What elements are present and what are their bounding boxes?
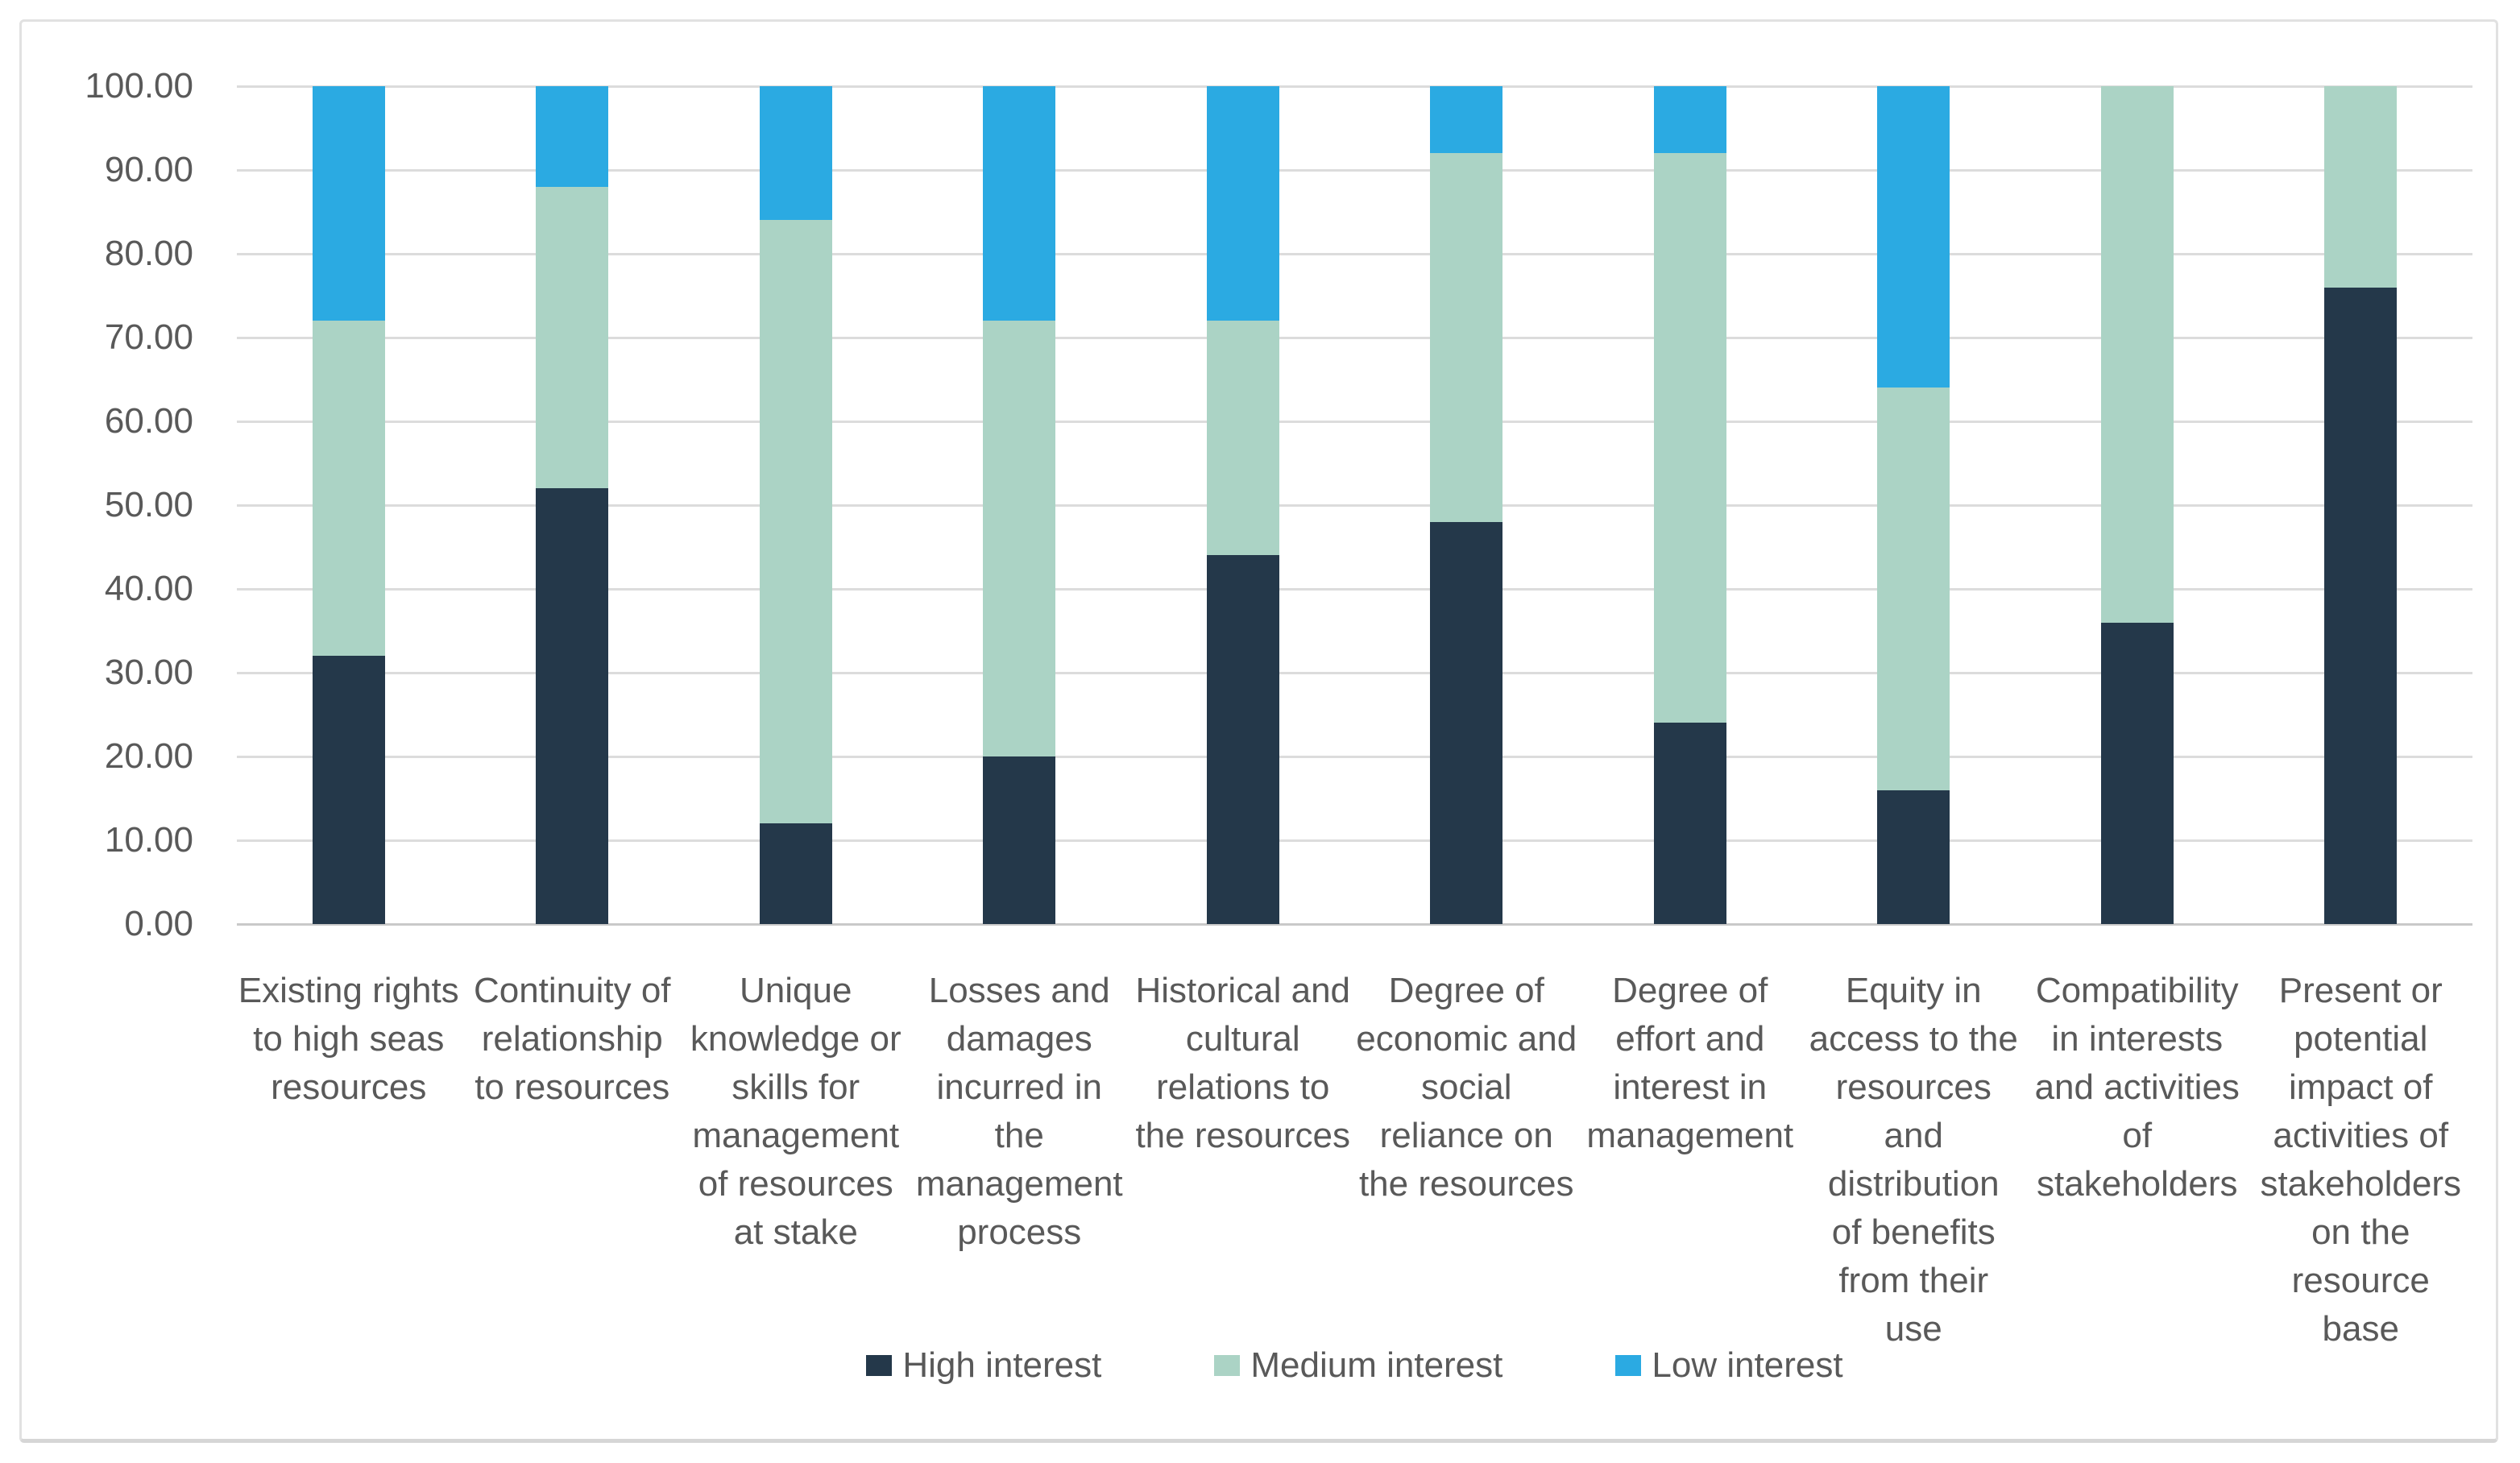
legend-swatch-icon <box>1214 1355 1241 1376</box>
bar-segment-medium-interest <box>2324 86 2398 288</box>
x-category-label: Historical and cultural relations to the… <box>1135 971 1351 1155</box>
x-category-label: Continuity of relationship to resources <box>473 971 671 1107</box>
stacked-bar <box>1206 86 1279 924</box>
y-tick-label: 30.00 <box>104 653 193 692</box>
bar-segment-medium-interest <box>1877 388 1950 790</box>
bar-column <box>2025 86 2249 924</box>
stacked-bar <box>759 86 832 924</box>
x-category-label: Degree of effort and interest in managem… <box>1586 971 1794 1155</box>
bar-segment-low-interest <box>1877 86 1950 388</box>
gridline <box>237 169 2472 172</box>
bars <box>237 86 2472 924</box>
gridline <box>237 421 2472 423</box>
y-tick-label: 0.00 <box>124 904 193 943</box>
bar-segment-medium-interest <box>2100 86 2174 623</box>
bar-segment-medium-interest <box>1206 321 1279 556</box>
x-category-label: Degree of economic and social reliance o… <box>1356 971 1577 1204</box>
y-tick-label: 10.00 <box>104 820 193 860</box>
stacked-bar <box>1877 86 1950 924</box>
bar-segment-high-interest <box>536 488 609 924</box>
bar-column <box>1578 86 1802 924</box>
y-tick-label: 60.00 <box>104 401 193 441</box>
stacked-bar <box>2100 86 2174 924</box>
stacked-bar <box>536 86 609 924</box>
bar-column <box>908 86 1132 924</box>
legend-item-medium-interest: Medium interest <box>1214 1345 1502 1386</box>
y-tick-label: 100.00 <box>85 66 193 106</box>
bar-segment-high-interest <box>1877 790 1950 924</box>
bar-segment-medium-interest <box>312 321 385 657</box>
bar-segment-low-interest <box>1206 86 1279 321</box>
x-category-label: Equity in access to the resources and di… <box>1809 971 2018 1349</box>
bar-segment-low-interest <box>759 86 832 221</box>
chart-frame: 100.00 90.00 80.00 70.00 60.00 50.00 40.00 30.0… <box>19 19 2498 1443</box>
y-tick-label: 80.00 <box>104 234 193 273</box>
x-category-label: Unique knowledge or skills for managemen… <box>690 971 901 1252</box>
gridline <box>237 337 2472 339</box>
bar-segment-medium-interest <box>983 321 1056 756</box>
bar-segment-high-interest <box>759 823 832 924</box>
x-axis: Existing rights to high seas resources Co… <box>237 967 2472 1353</box>
legend-item-high-interest: High interest <box>866 1345 1101 1386</box>
legend-label: Medium interest <box>1250 1345 1503 1385</box>
bar-segment-high-interest <box>312 656 385 924</box>
stacked-bar <box>1430 86 1503 924</box>
bar-column <box>1131 86 1355 924</box>
bar-segment-medium-interest <box>1430 153 1503 522</box>
y-tick-label: 50.00 <box>104 485 193 524</box>
plot-area <box>237 85 2472 926</box>
bar-segment-low-interest <box>983 86 1056 321</box>
bar-segment-high-interest <box>1430 521 1503 924</box>
gridline <box>237 504 2472 507</box>
stacked-bar <box>2324 86 2398 924</box>
bar-column <box>2249 86 2473 924</box>
x-axis-line <box>237 923 2472 926</box>
legend-swatch-icon <box>866 1355 893 1376</box>
bar-segment-low-interest <box>1430 86 1503 154</box>
legend-swatch-icon <box>1615 1355 1642 1376</box>
bar-segment-high-interest <box>1206 555 1279 924</box>
bar-segment-medium-interest <box>1653 153 1726 723</box>
legend-label: High interest <box>902 1345 1102 1385</box>
bar-segment-high-interest <box>2324 287 2398 924</box>
bar-column <box>237 86 461 924</box>
y-tick-label: 20.00 <box>104 736 193 776</box>
y-tick-label: 70.00 <box>104 317 193 357</box>
x-category-label: Losses and damages incurred in the manag… <box>915 971 1123 1252</box>
legend-label: Low interest <box>1652 1345 1843 1385</box>
bar-segment-low-interest <box>1653 86 1726 154</box>
bar-segment-low-interest <box>312 86 385 321</box>
bar-column <box>461 86 685 924</box>
gridline <box>237 253 2472 255</box>
x-category-label: Present or potential impact of activitie… <box>2260 971 2461 1349</box>
bar-column <box>1355 86 1579 924</box>
gridline <box>237 85 2472 88</box>
gridline <box>237 672 2472 674</box>
bar-column <box>684 86 908 924</box>
legend-item-low-interest: Low interest <box>1615 1345 1843 1386</box>
bar-segment-medium-interest <box>759 220 832 824</box>
stacked-bar <box>1653 86 1726 924</box>
bar-segment-high-interest <box>983 756 1056 924</box>
y-tick-label: 40.00 <box>104 569 193 608</box>
stacked-bar <box>983 86 1056 924</box>
gridline <box>237 756 2472 758</box>
gridline <box>237 839 2472 842</box>
bar-segment-medium-interest <box>536 186 609 489</box>
bar-segment-high-interest <box>2100 622 2174 924</box>
bar-segment-low-interest <box>536 86 609 187</box>
x-category-label: Existing rights to high seas resources <box>238 971 459 1107</box>
gridline <box>237 588 2472 591</box>
y-axis: 100.00 90.00 80.00 70.00 60.00 50.00 40.00 30.0… <box>54 68 193 942</box>
stacked-bar <box>312 86 385 924</box>
legend: High interest Medium interest Low interest <box>237 1343 2472 1388</box>
y-tick-label: 90.00 <box>104 150 193 189</box>
bar-segment-high-interest <box>1653 723 1726 924</box>
x-category-label: Compatibility in interests and activitie… <box>2034 971 2240 1204</box>
bar-column <box>1802 86 2026 924</box>
